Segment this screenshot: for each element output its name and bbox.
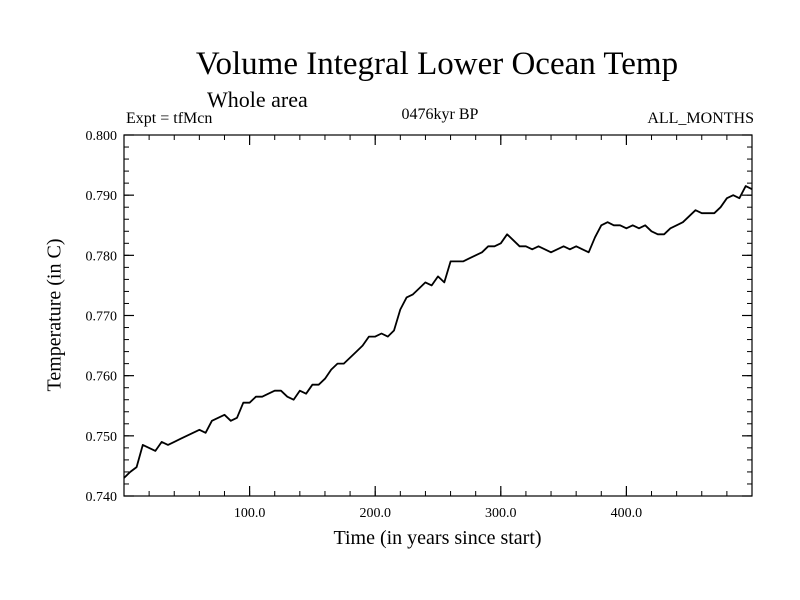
x-tick-label: 200.0 [359, 506, 391, 521]
chart-subtitle: Whole area [207, 87, 308, 112]
x-tick-label: 300.0 [485, 506, 517, 521]
chart-title: Volume Integral Lower Ocean Temp [195, 46, 679, 82]
y-tick-label: 0.790 [86, 189, 118, 204]
y-tick-label: 0.760 [86, 370, 118, 385]
x-tick-label: 100.0 [234, 506, 266, 521]
y-tick-label: 0.740 [86, 490, 118, 505]
y-tick-label: 0.750 [86, 430, 118, 445]
period-label: 0476kyr BP [401, 106, 479, 123]
y-tick-label: 0.780 [86, 249, 118, 264]
y-tick-label: 0.800 [86, 129, 118, 144]
series-line [123, 185, 753, 479]
x-tick-label: 400.0 [611, 506, 643, 521]
plot-frame [123, 134, 753, 497]
y-tick-label: 0.770 [86, 310, 118, 325]
x-axis-label: Time (in years since start) [333, 527, 542, 549]
months-label: ALL_MONTHS [647, 110, 754, 127]
experiment-label: Expt = tfMcn [126, 110, 213, 127]
